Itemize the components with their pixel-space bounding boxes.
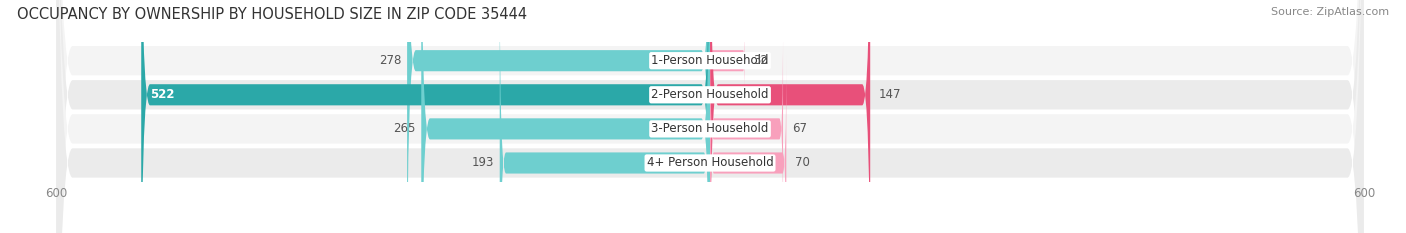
Text: OCCUPANCY BY OWNERSHIP BY HOUSEHOLD SIZE IN ZIP CODE 35444: OCCUPANCY BY OWNERSHIP BY HOUSEHOLD SIZE… bbox=[17, 7, 527, 22]
FancyBboxPatch shape bbox=[499, 0, 710, 233]
FancyBboxPatch shape bbox=[710, 54, 786, 233]
Text: 4+ Person Household: 4+ Person Household bbox=[647, 157, 773, 169]
FancyBboxPatch shape bbox=[56, 0, 1364, 233]
Text: 147: 147 bbox=[879, 88, 901, 101]
Text: 522: 522 bbox=[150, 88, 174, 101]
Text: 1-Person Household: 1-Person Household bbox=[651, 54, 769, 67]
Text: 2-Person Household: 2-Person Household bbox=[651, 88, 769, 101]
FancyBboxPatch shape bbox=[408, 0, 710, 233]
FancyBboxPatch shape bbox=[422, 0, 710, 233]
FancyBboxPatch shape bbox=[56, 0, 1364, 233]
Text: 193: 193 bbox=[472, 157, 495, 169]
Text: 32: 32 bbox=[754, 54, 769, 67]
Text: 3-Person Household: 3-Person Household bbox=[651, 122, 769, 135]
Text: 67: 67 bbox=[792, 122, 807, 135]
Text: Source: ZipAtlas.com: Source: ZipAtlas.com bbox=[1271, 7, 1389, 17]
FancyBboxPatch shape bbox=[710, 25, 783, 233]
FancyBboxPatch shape bbox=[56, 0, 1364, 233]
FancyBboxPatch shape bbox=[56, 0, 1364, 233]
Text: 265: 265 bbox=[394, 122, 416, 135]
Text: 70: 70 bbox=[794, 157, 810, 169]
Text: 278: 278 bbox=[380, 54, 402, 67]
FancyBboxPatch shape bbox=[710, 0, 870, 233]
FancyBboxPatch shape bbox=[141, 0, 710, 233]
FancyBboxPatch shape bbox=[710, 17, 745, 105]
